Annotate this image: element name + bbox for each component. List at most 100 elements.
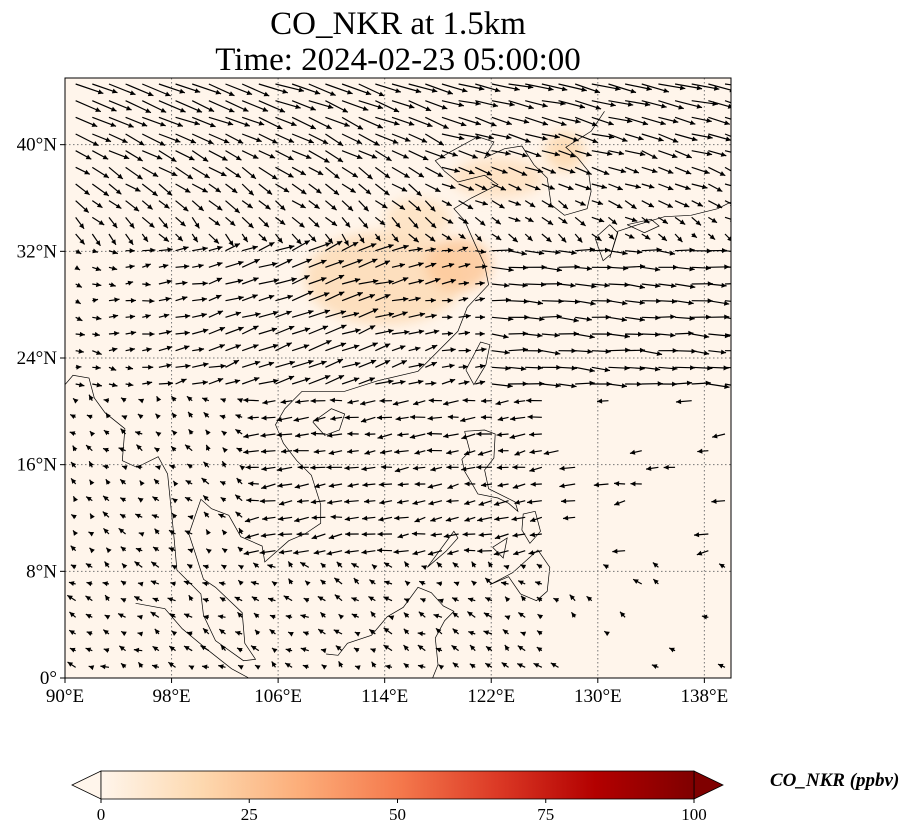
wind-arrow <box>497 482 509 488</box>
wind-arrow <box>558 83 587 92</box>
wind-arrow <box>208 233 220 244</box>
wind-arrow <box>325 260 345 268</box>
wind-arrow <box>388 615 395 621</box>
wind-arrow <box>341 83 372 96</box>
wind-arrow <box>92 248 98 254</box>
wind-arrow <box>280 448 293 454</box>
wind-arrow <box>275 100 301 109</box>
wind-arrow <box>458 83 485 91</box>
wind-arrow <box>368 628 376 635</box>
wind-arrow <box>558 183 574 191</box>
wind-arrow <box>424 233 436 242</box>
wind-arrow <box>271 661 277 668</box>
wind-arrow <box>341 150 363 160</box>
wind-arrow <box>137 631 143 637</box>
wind-arrow <box>171 497 178 504</box>
wind-arrow <box>624 183 642 189</box>
wind-arrow <box>141 216 155 229</box>
wind-arrow <box>508 366 527 372</box>
wind-arrow <box>375 133 399 144</box>
wind-arrow <box>558 133 579 142</box>
wind-arrow <box>484 596 493 602</box>
wind-arrow <box>378 516 393 522</box>
wind-arrow <box>142 116 166 127</box>
wind-arrow <box>641 266 661 272</box>
wind-arrow <box>108 347 118 353</box>
wind-arrow <box>358 116 384 129</box>
wind-arrow <box>92 315 102 321</box>
wind-arrow <box>300 614 309 619</box>
wind-arrow <box>375 244 394 252</box>
wind-arrow <box>341 291 364 302</box>
wind-arrow <box>658 183 674 191</box>
wind-arrow <box>508 133 531 143</box>
wind-arrow <box>158 263 169 269</box>
wind-arrow <box>259 498 276 504</box>
wind-arrow <box>158 296 171 302</box>
wind-arrow <box>458 216 469 225</box>
wind-arrow <box>186 463 193 469</box>
wind-arrow <box>152 597 160 603</box>
colorbar-tick-label: 0 <box>97 805 106 824</box>
wind-arrow <box>418 611 426 618</box>
wind-arrow <box>408 246 423 252</box>
wind-arrow <box>108 233 117 246</box>
wind-arrow <box>358 243 377 252</box>
wind-arrow <box>275 360 296 368</box>
wind-arrow <box>243 397 259 403</box>
wind-arrow <box>325 150 344 163</box>
wind-arrow <box>724 150 731 153</box>
wind-arrow <box>175 330 190 336</box>
plume-patch <box>451 158 545 198</box>
wind-arrow <box>375 200 388 209</box>
wind-arrow <box>186 563 193 570</box>
wind-arrow <box>261 466 276 472</box>
wind-arrow <box>674 166 692 175</box>
wind-arrow <box>308 116 332 130</box>
wind-arrow <box>91 183 110 197</box>
wind-arrow <box>236 647 243 653</box>
wind-arrow <box>525 150 542 158</box>
wind-arrow <box>541 350 561 356</box>
wind-arrow <box>383 562 393 568</box>
wind-arrow <box>141 133 166 146</box>
wind-arrow <box>536 630 543 636</box>
wind-arrow <box>691 183 708 190</box>
wind-arrow <box>341 183 356 194</box>
wind-arrow <box>302 664 309 670</box>
wind-arrow <box>258 261 278 268</box>
wind-arrow <box>361 466 376 472</box>
wind-arrow <box>325 274 345 285</box>
wind-arrow <box>475 133 494 140</box>
wind-arrow <box>375 260 391 268</box>
wind-arrow <box>377 433 393 440</box>
wind-arrow <box>258 233 268 242</box>
wind-arrow <box>285 647 293 653</box>
wind-arrow <box>376 415 393 421</box>
wind-arrow <box>201 664 209 670</box>
wind-arrow <box>359 400 376 406</box>
wind-arrow <box>408 133 428 143</box>
wind-arrow <box>452 611 459 618</box>
wind-arrow <box>158 329 172 335</box>
wind-arrow <box>591 233 602 242</box>
wind-arrow <box>150 611 160 618</box>
wind-arrow <box>133 647 143 653</box>
wind-arrow <box>491 297 512 303</box>
wind-arrow <box>175 133 197 144</box>
wind-arrow <box>170 581 176 587</box>
wind-arrow <box>103 398 110 404</box>
wind-arrow <box>208 116 234 126</box>
wind-arrow <box>484 662 493 668</box>
wind-arrow <box>325 216 338 227</box>
wind-arrow <box>225 166 242 179</box>
wind-arrow <box>236 447 243 453</box>
wind-arrow <box>724 333 731 336</box>
wind-arrow <box>158 150 177 163</box>
wind-arrow <box>403 598 410 604</box>
wind-arrow <box>234 630 243 636</box>
wind-arrow <box>108 116 134 128</box>
wind-arrow <box>175 183 191 194</box>
wind-arrow <box>724 116 731 120</box>
wind-arrow <box>308 233 317 243</box>
